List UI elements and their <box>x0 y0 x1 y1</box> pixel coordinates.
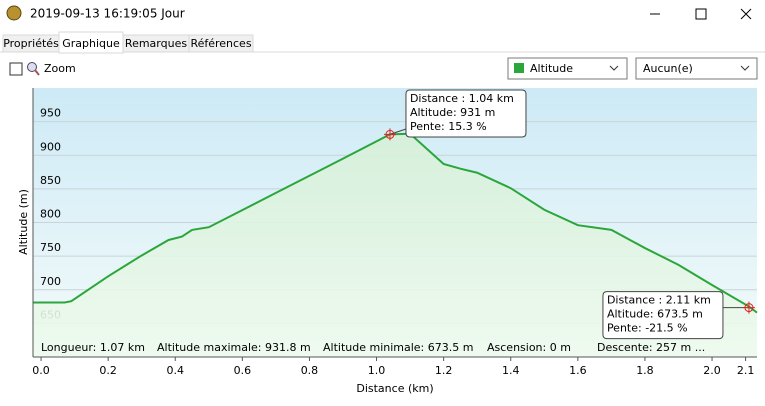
x-tick-label: 0.4 <box>167 364 185 377</box>
tooltip <box>405 89 527 138</box>
stat-text: Ascension: 0 m <box>487 341 571 354</box>
second-select[interactable] <box>635 57 758 80</box>
dropdown-arrow <box>740 65 750 71</box>
y-tick-label: 750 <box>40 241 61 254</box>
tab-label[interactable]: Graphique <box>62 37 120 50</box>
series-swatch <box>514 63 524 73</box>
x-tick-label: 0.8 <box>301 364 319 377</box>
zoom-checkbox[interactable] <box>9 62 23 76</box>
stat-text: Altitude maximale: 931.8 m <box>157 341 311 354</box>
x-tick-label: 1.0 <box>368 364 386 377</box>
area <box>33 133 757 357</box>
tooltip-text: Altitude: 931 m <box>410 106 495 119</box>
series-select[interactable] <box>507 57 628 80</box>
x-tick-label: 0.6 <box>234 364 252 377</box>
x-tick-label: 2.1 <box>737 364 755 377</box>
tab-label[interactable]: Remarques <box>125 37 187 50</box>
tab-label[interactable]: Références <box>190 37 251 50</box>
dropdown-arrow <box>609 65 619 71</box>
x-tick-label: 1.6 <box>569 364 587 377</box>
y-tick-label: 900 <box>40 140 61 153</box>
point-crosshair <box>383 128 396 141</box>
close-button[interactable] <box>740 8 752 20</box>
y-tick-label: 950 <box>40 107 61 120</box>
tooltip-text: Altitude: 673.5 m <box>607 308 703 321</box>
maximize-button[interactable] <box>695 8 707 20</box>
y-tick-label: 850 <box>40 174 61 187</box>
zoom-label[interactable]: Zoom <box>44 62 76 75</box>
tooltip-text: Distance : 1.04 km <box>410 92 514 105</box>
point-crosshair <box>742 301 755 314</box>
y-tick-label: 800 <box>40 208 61 221</box>
stat-text: Altitude minimale: 673.5 m <box>323 341 473 354</box>
tooltip-text: Pente: -21.5 % <box>607 322 688 335</box>
tab[interactable] <box>188 34 254 53</box>
y-axis-label: Altitude (m) <box>17 189 30 255</box>
x-axis-label: Distance (km) <box>356 382 433 395</box>
x-tick-label: 1.8 <box>636 364 654 377</box>
tooltip <box>602 291 724 340</box>
app-icon <box>6 5 22 21</box>
series-select-text[interactable]: Altitude <box>530 62 573 75</box>
x-tick-label: 1.4 <box>502 364 520 377</box>
x-tick-label: 0.2 <box>99 364 117 377</box>
tooltip-text: Pente: 15.3 % <box>410 120 487 133</box>
zoom-icon <box>27 62 37 72</box>
window-title: 2019-09-13 16:19:05 Jour <box>30 7 185 21</box>
tooltip-pointer <box>389 128 407 135</box>
x-tick-label: 0.0 <box>32 364 50 377</box>
stat-text: Longueur: 1.07 km <box>41 341 145 354</box>
tab-label[interactable]: Propriétés <box>3 37 59 50</box>
tooltip-text: Distance : 2.11 km <box>607 294 711 307</box>
stat-text: Descente: 257 m ... <box>597 341 705 354</box>
y-tick-label: 700 <box>40 275 61 288</box>
zoom-icon-handle <box>34 69 40 76</box>
x-tick-label: 2.0 <box>703 364 721 377</box>
x-tick-label: 1.2 <box>435 364 453 377</box>
second-select-text[interactable]: Aucun(e) <box>643 62 693 75</box>
